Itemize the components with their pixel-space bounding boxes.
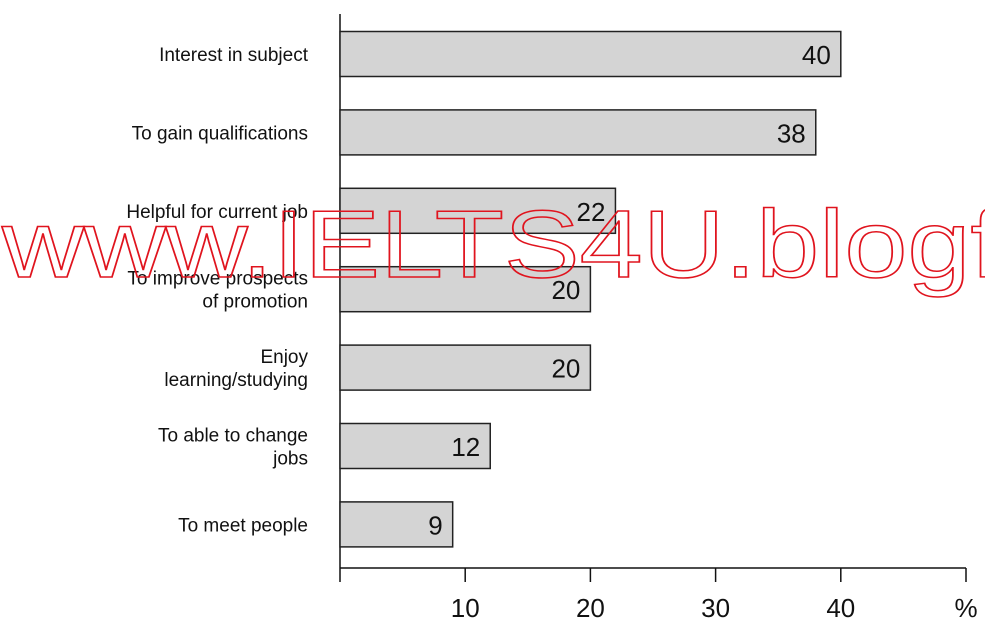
category-label: Helpful for current job xyxy=(126,202,308,223)
x-tick-label: 30 xyxy=(701,593,730,621)
category-label: To gain qualifications xyxy=(132,123,308,144)
bar xyxy=(339,422,491,470)
bar xyxy=(339,265,592,313)
x-tick-label: 10 xyxy=(451,593,480,621)
value-label: 12 xyxy=(451,432,480,462)
x-tick-label: 20 xyxy=(576,593,605,621)
x-tick-label: % xyxy=(954,593,977,621)
value-label: 38 xyxy=(777,118,806,148)
bar xyxy=(339,187,617,235)
category-label: To improve prospects of promotion xyxy=(127,269,308,313)
bar xyxy=(339,30,842,78)
category-label: To meet people xyxy=(178,515,308,536)
bar xyxy=(339,109,817,156)
value-label: 9 xyxy=(428,510,442,540)
x-tick-label: 40 xyxy=(826,593,855,621)
value-label: 40 xyxy=(802,40,831,70)
value-label: 22 xyxy=(577,197,606,227)
category-label: Interest in subject xyxy=(159,45,309,66)
bar xyxy=(339,344,592,391)
value-label: 20 xyxy=(551,275,580,305)
category-label: Enjoy learning/studying xyxy=(164,347,308,391)
value-label: 20 xyxy=(551,354,580,384)
watermark: www.IELTS4U.blogf xyxy=(1,191,985,298)
bar xyxy=(339,501,454,548)
category-label: To able to change jobs xyxy=(158,426,308,470)
